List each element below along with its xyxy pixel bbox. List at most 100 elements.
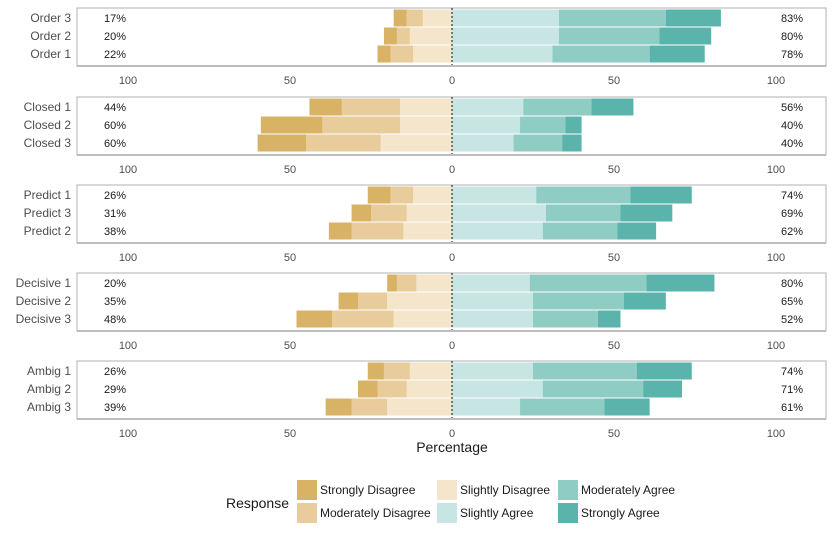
bar-strongly-disagree (387, 274, 397, 292)
bar-moderately-agree (558, 9, 666, 27)
bar-strongly-agree (562, 134, 582, 152)
bar-slightly-agree (452, 274, 530, 292)
row-label: Ambig 2 (27, 382, 71, 396)
x-tick-label: 50 (608, 164, 620, 176)
x-tick-label: 100 (119, 340, 137, 352)
x-tick-label: 100 (767, 340, 785, 352)
row-label: Order 1 (30, 47, 71, 61)
legend-swatch-strongly-disagree (297, 480, 317, 500)
x-tick-label: 100 (767, 252, 785, 264)
bar-moderately-agree (529, 274, 647, 292)
bar-slightly-disagree (406, 204, 452, 222)
bar-moderately-disagree (396, 27, 410, 45)
right-percent: 83% (781, 13, 803, 25)
legend-label: Moderately Disagree (320, 506, 431, 520)
row-label: Decisive 2 (16, 294, 72, 308)
legend-swatch-moderately-disagree (297, 503, 317, 523)
left-percent: 35% (104, 296, 126, 308)
bar-slightly-agree (452, 310, 533, 328)
bar-slightly-disagree (416, 274, 452, 292)
x-tick-label: 50 (608, 75, 620, 87)
x-tick-label: 0 (449, 164, 455, 176)
bar-moderately-disagree (306, 134, 381, 152)
left-percent: 60% (104, 138, 126, 150)
bar-moderately-agree (542, 222, 618, 240)
bar-strongly-disagree (309, 98, 342, 116)
row-label: Ambig 3 (27, 400, 71, 414)
bar-slightly-disagree (406, 380, 452, 398)
bar-strongly-agree (620, 204, 673, 222)
right-percent: 40% (781, 120, 803, 132)
bar-strongly-agree (623, 292, 666, 310)
bar-strongly-disagree (257, 134, 307, 152)
bar-moderately-disagree (377, 380, 407, 398)
bar-moderately-disagree (390, 45, 414, 63)
bar-strongly-agree (604, 398, 650, 416)
bar-moderately-agree (523, 98, 592, 116)
x-tick-label: 100 (767, 75, 785, 87)
bar-slightly-agree (452, 222, 543, 240)
left-percent: 26% (104, 190, 126, 202)
legend-label: Strongly Agree (581, 506, 660, 520)
bar-moderately-disagree (332, 310, 394, 328)
bar-slightly-disagree (400, 116, 452, 134)
right-percent: 80% (781, 31, 803, 43)
row-label: Predict 1 (24, 188, 72, 202)
x-tick-label: 50 (608, 428, 620, 440)
legend-label: Slightly Agree (460, 506, 534, 520)
left-percent: 44% (104, 102, 126, 114)
bar-slightly-disagree (400, 98, 452, 116)
right-percent: 40% (781, 138, 803, 150)
right-percent: 65% (781, 296, 803, 308)
bar-strongly-disagree (367, 362, 384, 380)
x-tick-label: 50 (284, 164, 296, 176)
bar-slightly-disagree (403, 222, 452, 240)
bar-strongly-agree (643, 380, 683, 398)
bar-strongly-disagree (260, 116, 323, 134)
left-percent: 17% (104, 13, 126, 25)
bar-slightly-disagree (413, 186, 452, 204)
row-label: Ambig 1 (27, 364, 71, 378)
bar-moderately-disagree (351, 398, 388, 416)
x-tick-label: 100 (119, 164, 137, 176)
left-percent: 48% (104, 314, 126, 326)
row-label: Predict 3 (24, 206, 72, 220)
bar-strongly-disagree (338, 292, 359, 310)
bar-moderately-agree (545, 204, 621, 222)
right-percent: 74% (781, 366, 803, 378)
bar-slightly-disagree (393, 310, 452, 328)
bar-moderately-disagree (358, 292, 388, 310)
x-tick-label: 100 (119, 75, 137, 87)
bar-moderately-agree (542, 380, 644, 398)
bar-moderately-disagree (322, 116, 401, 134)
bar-strongly-disagree (351, 204, 371, 222)
bar-strongly-agree (636, 362, 692, 380)
bar-moderately-disagree (396, 274, 417, 292)
right-percent: 80% (781, 278, 803, 290)
bar-strongly-agree (646, 274, 715, 292)
bar-moderately-agree (533, 362, 637, 380)
legend-swatch-slightly-disagree (437, 480, 457, 500)
legend-swatch-moderately-agree (558, 480, 578, 500)
x-tick-label: 50 (284, 75, 296, 87)
legend-label: Moderately Agree (581, 483, 675, 497)
x-tick-label: 0 (449, 252, 455, 264)
bar-moderately-disagree (406, 9, 423, 27)
legend-title: Response (226, 495, 289, 511)
bar-strongly-agree (597, 310, 621, 328)
bar-moderately-agree (552, 45, 650, 63)
row-label: Order 2 (30, 29, 71, 43)
bar-moderately-disagree (371, 204, 407, 222)
bar-slightly-agree (452, 398, 521, 416)
right-percent: 78% (781, 49, 803, 61)
left-percent: 39% (104, 402, 126, 414)
right-percent: 56% (781, 102, 803, 114)
x-tick-label: 50 (284, 428, 296, 440)
bar-slightly-disagree (422, 9, 452, 27)
bar-strongly-agree (591, 98, 634, 116)
row-label: Decisive 3 (16, 312, 72, 326)
x-tick-label: 100 (119, 252, 137, 264)
bar-slightly-agree (452, 186, 537, 204)
right-percent: 61% (781, 402, 803, 414)
